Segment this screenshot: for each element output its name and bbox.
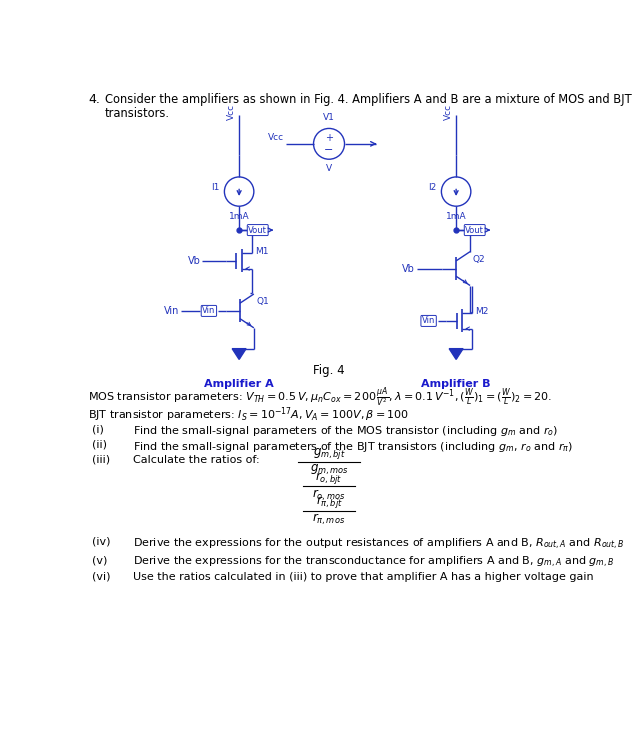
Text: V1: V1 xyxy=(323,113,335,123)
Text: M1: M1 xyxy=(255,247,268,256)
Text: $r_{\pi,mos}$: $r_{\pi,mos}$ xyxy=(313,512,345,528)
Text: Amplifier B: Amplifier B xyxy=(421,379,491,389)
Text: transistors.: transistors. xyxy=(105,107,170,120)
Text: Vout: Vout xyxy=(465,226,484,235)
Text: (v): (v) xyxy=(92,555,107,565)
Text: I2: I2 xyxy=(428,183,437,192)
Text: MOS transistor parameters: $V_{TH} = 0.5\,V, \mu_n C_{ox} = 200\,\frac{\mu A}{V^: MOS transistor parameters: $V_{TH} = 0.5… xyxy=(88,386,552,409)
Text: Find the small-signal parameters of the BJT transistors (including $g_m$, $r_o$ : Find the small-signal parameters of the … xyxy=(133,440,573,453)
Text: Vb: Vb xyxy=(402,264,415,273)
Text: Vout: Vout xyxy=(248,226,267,235)
Text: $r_{\pi,bjt}$: $r_{\pi,bjt}$ xyxy=(315,494,343,510)
Text: Calculate the ratios of:: Calculate the ratios of: xyxy=(133,455,259,465)
Text: Vcc: Vcc xyxy=(444,104,453,120)
Text: I1: I1 xyxy=(211,183,220,192)
Polygon shape xyxy=(232,348,246,360)
Text: Derive the expressions for the transconductance for amplifiers A and B, $g_{m,A}: Derive the expressions for the transcond… xyxy=(133,555,614,570)
Text: Q2: Q2 xyxy=(473,255,485,264)
Text: Vcc: Vcc xyxy=(268,133,284,142)
Text: (ii): (ii) xyxy=(92,440,107,450)
Text: $r_{o,mos}$: $r_{o,mos}$ xyxy=(313,487,345,503)
Text: Vcc: Vcc xyxy=(227,104,236,120)
Text: $g_{m,mos}$: $g_{m,mos}$ xyxy=(309,463,349,477)
Text: Vin: Vin xyxy=(164,306,180,316)
Text: Amplifier A: Amplifier A xyxy=(204,379,274,389)
Text: $g_{m,bjt}$: $g_{m,bjt}$ xyxy=(313,446,345,461)
Text: 1mA: 1mA xyxy=(229,212,250,221)
Text: M2: M2 xyxy=(474,307,488,317)
Text: Vb: Vb xyxy=(188,256,201,266)
Text: (iv): (iv) xyxy=(92,536,110,547)
Text: Vin: Vin xyxy=(422,317,435,325)
Text: (vi): (vi) xyxy=(92,572,110,582)
Text: Vin: Vin xyxy=(202,306,216,316)
Text: Consider the amplifiers as shown in Fig. 4. Amplifiers A and B are a mixture of : Consider the amplifiers as shown in Fig.… xyxy=(105,93,632,106)
Polygon shape xyxy=(449,348,463,360)
Text: Use the ratios calculated in (iii) to prove that amplifier A has a higher voltag: Use the ratios calculated in (iii) to pr… xyxy=(133,572,594,582)
Text: Q1: Q1 xyxy=(256,297,269,306)
Text: 4.: 4. xyxy=(88,93,100,106)
Text: +: + xyxy=(325,133,333,143)
Text: Derive the expressions for the output resistances of amplifiers A and B, $R_{out: Derive the expressions for the output re… xyxy=(133,536,625,551)
Text: V: V xyxy=(326,164,332,173)
Text: Find the small-signal parameters of the MOS transistor (including $g_m$ and $r_o: Find the small-signal parameters of the … xyxy=(133,424,559,438)
Text: 1mA: 1mA xyxy=(446,212,467,221)
Text: (iii): (iii) xyxy=(92,455,110,465)
Text: $r_{o,bjt}$: $r_{o,bjt}$ xyxy=(315,470,343,486)
Text: −: − xyxy=(324,145,334,155)
Text: Fig. 4: Fig. 4 xyxy=(313,364,345,377)
Text: (i): (i) xyxy=(92,424,104,434)
Text: BJT transistor parameters: $I_S = 10^{-17}A, V_A = 100V, \beta = 100$: BJT transistor parameters: $I_S = 10^{-1… xyxy=(88,406,409,424)
